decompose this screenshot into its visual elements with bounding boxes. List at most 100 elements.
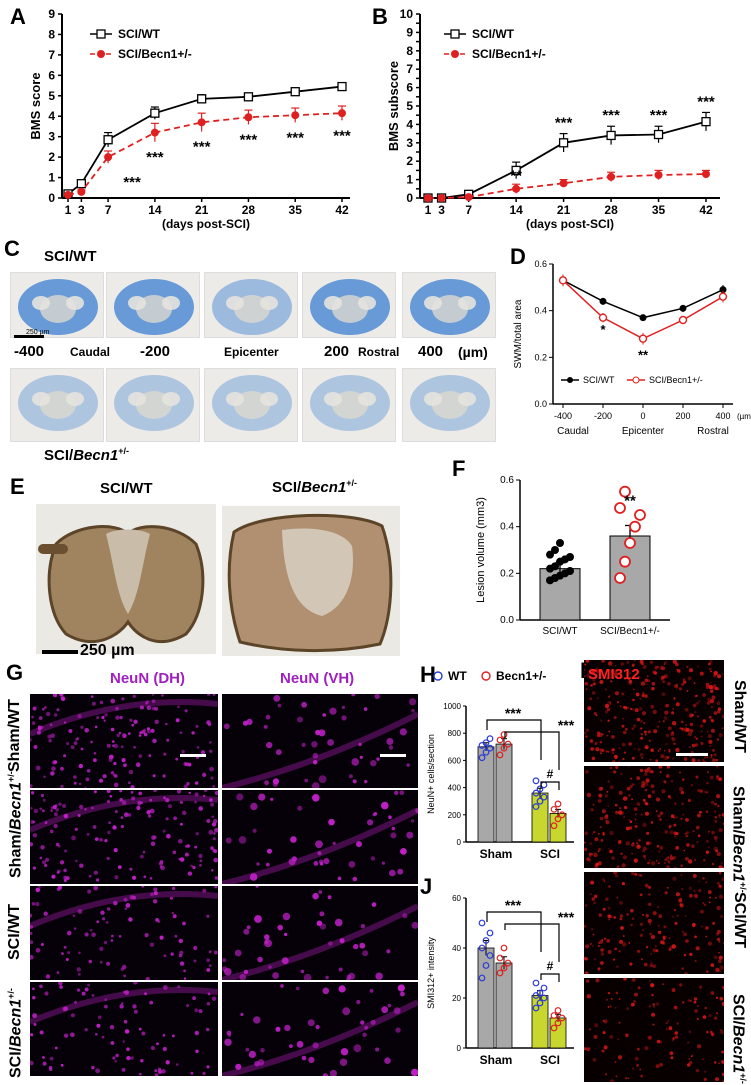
D-legend-marker-becn xyxy=(632,376,640,384)
D-point-wt xyxy=(719,286,727,294)
neun-micrograph-r0-c1 xyxy=(222,694,418,788)
D-series-line-1 xyxy=(562,279,724,340)
panel-g: NeuN (DH) NeuN (VH) Sham/WT Sham/Becn1+/… xyxy=(0,660,420,1085)
H-point-becn xyxy=(554,815,562,823)
A-xtick-label: 21 xyxy=(195,203,209,217)
scale-bar-c xyxy=(14,335,44,338)
B-xtick-label: 28 xyxy=(604,203,618,217)
H-bar xyxy=(477,746,495,843)
D-x-unit: (µm) xyxy=(737,412,751,421)
A-ytick-label: 0 xyxy=(48,191,55,205)
B-annotation: *** xyxy=(602,107,620,124)
section-drawing xyxy=(310,279,390,335)
D-xtick-label: 0 xyxy=(640,411,645,421)
B-xtick-label: 7 xyxy=(465,203,472,217)
F-point-wt xyxy=(556,539,564,547)
c-pos-epicenter: Epicenter xyxy=(224,345,279,359)
A-xlabel: (days post-SCI) xyxy=(162,217,250,231)
panel-label-h: H xyxy=(420,662,436,687)
D-point-becn xyxy=(718,292,728,301)
B-legend-wt: SCI/WT xyxy=(472,27,515,41)
A-point-wt xyxy=(290,87,300,97)
D-xtick-label: -400 xyxy=(554,411,572,421)
A-point-becn xyxy=(104,153,113,162)
A-xtick-label: 1 xyxy=(65,203,72,217)
A-point-becn xyxy=(338,109,346,118)
J-point-wt xyxy=(486,929,494,937)
J-point-wt xyxy=(478,944,486,952)
H-point-becn xyxy=(554,800,562,808)
panel-label-a: A xyxy=(10,4,26,29)
J-point-wt xyxy=(482,937,490,944)
A-ylabel: BMS score xyxy=(28,72,43,139)
B-ytick-label: 10 xyxy=(400,7,414,21)
neun-micrograph-r2-c1 xyxy=(222,886,418,980)
J-point-becn xyxy=(500,964,508,972)
F-point-wt xyxy=(546,550,554,559)
B-xtick-label: 1 xyxy=(425,203,432,217)
H-ytick-label: 200 xyxy=(448,811,462,820)
B-point-becn xyxy=(512,184,521,193)
c-pos-rostral: Rostral xyxy=(358,345,400,359)
F-point-becn xyxy=(634,509,646,521)
D-point-becn xyxy=(558,276,568,285)
J-bar xyxy=(549,1017,567,1049)
neun-cells xyxy=(222,694,418,788)
A-ytick-label: 8 xyxy=(48,27,55,41)
smi312-axons xyxy=(584,872,724,974)
J-point-becn xyxy=(504,959,512,967)
A-xtick-label: 3 xyxy=(78,203,85,217)
A-legend-wt: SCI/WT xyxy=(118,27,161,41)
J-point-wt xyxy=(540,994,548,1002)
A-ytick-label: 4 xyxy=(48,109,55,123)
panel-label-c: C xyxy=(4,236,20,261)
g-row-sci-wt: SCI/WT xyxy=(6,904,23,960)
B-ytick-label: 1 xyxy=(406,173,413,187)
neun-micrograph-r2-c0 xyxy=(30,886,218,980)
A-xtick-label: 7 xyxy=(105,203,112,217)
g-scale-bar xyxy=(180,754,206,757)
H-legend-marker-wt xyxy=(433,671,443,681)
J-point-wt xyxy=(486,952,494,959)
c-pos-unit: (µm) xyxy=(458,344,488,360)
D-xlabel-rostral: Rostral xyxy=(697,426,729,437)
F-point-wt xyxy=(551,562,559,571)
D-legend-marker-wt xyxy=(567,377,573,383)
B-ylabel: BMS subscore xyxy=(386,61,401,151)
B-annotation: *** xyxy=(650,107,668,124)
A-point-becn xyxy=(77,187,86,196)
H-point-becn xyxy=(496,751,504,759)
panel-e: SCI/WT SCI/Becn1+/- 250 µm xyxy=(0,470,420,660)
H-bar xyxy=(495,743,513,843)
g-scale-bar xyxy=(380,754,406,757)
c-pos-minus400: -400 xyxy=(14,343,45,360)
A-ytick-label: 6 xyxy=(48,68,55,82)
panel-c: SCI/WT xyxy=(0,236,505,472)
neun-micrograph-r3-c0 xyxy=(30,982,218,1076)
panel-label-g: G xyxy=(6,660,24,685)
F-category-label: SCI/WT xyxy=(543,626,578,637)
J-annotation: # xyxy=(547,959,554,973)
luxol-section-wt-3 xyxy=(302,272,396,338)
D-legend-becn: SCI/Becn1+/- xyxy=(649,375,703,385)
A-xtick-label: 28 xyxy=(242,203,256,217)
F-ytick-label: 0.6 xyxy=(500,475,514,486)
A-point-wt xyxy=(76,179,87,189)
A-annotation: *** xyxy=(333,127,351,144)
D-xlabel-caudal: Caudal xyxy=(557,426,589,437)
B-xlabel: (days post-SCI) xyxy=(526,217,614,231)
A-point-wt xyxy=(150,108,160,118)
B-annotation: *** xyxy=(555,115,573,132)
B-point-becn xyxy=(607,172,616,181)
A-point-becn xyxy=(197,118,206,127)
A-series-line-1 xyxy=(67,112,343,196)
neun-cells xyxy=(30,694,218,788)
section-drawing xyxy=(114,279,194,335)
B-legend-marker-wt xyxy=(450,29,460,39)
J-group-label: SCI xyxy=(540,1053,560,1067)
A-legend-marker-becn xyxy=(97,50,105,58)
section-drawing xyxy=(212,375,292,431)
B-xtick-label: 14 xyxy=(509,203,523,217)
